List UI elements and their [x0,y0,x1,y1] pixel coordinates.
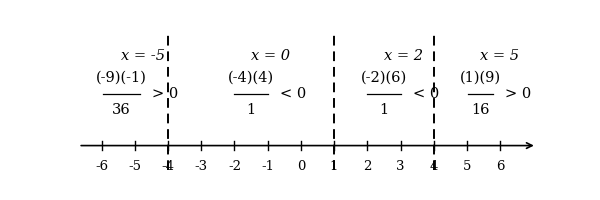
Text: < 0: < 0 [413,87,440,101]
Text: > 0: > 0 [505,87,531,101]
Text: -3: -3 [194,160,208,173]
Text: x = 2: x = 2 [384,49,423,63]
Text: 1: 1 [379,103,388,117]
Text: 0: 0 [296,160,305,173]
Text: -5: -5 [128,160,141,173]
Text: 1: 1 [247,103,256,117]
Text: (-4)(4): (-4)(4) [228,70,274,84]
Text: x = 5: x = 5 [480,49,519,63]
Text: 4: 4 [430,160,438,173]
Text: -2: -2 [228,160,241,173]
Text: (-9)(-1): (-9)(-1) [96,70,147,84]
Text: 5: 5 [463,160,471,173]
Text: x = 0: x = 0 [251,49,290,63]
Text: < 0: < 0 [280,87,307,101]
Text: (-2)(6): (-2)(6) [361,70,407,84]
Text: -4: -4 [161,160,175,173]
Text: x = -5: x = -5 [121,49,166,63]
Text: 16: 16 [471,103,490,117]
Text: 3: 3 [396,160,405,173]
Text: -6: -6 [95,160,108,173]
Text: 1: 1 [330,160,338,173]
Text: (1)(9): (1)(9) [460,70,501,84]
Text: 6: 6 [496,160,505,173]
Text: > 0: > 0 [152,87,178,101]
Text: -1: -1 [261,160,274,173]
Text: 2: 2 [363,160,371,173]
Text: 36: 36 [112,103,131,117]
